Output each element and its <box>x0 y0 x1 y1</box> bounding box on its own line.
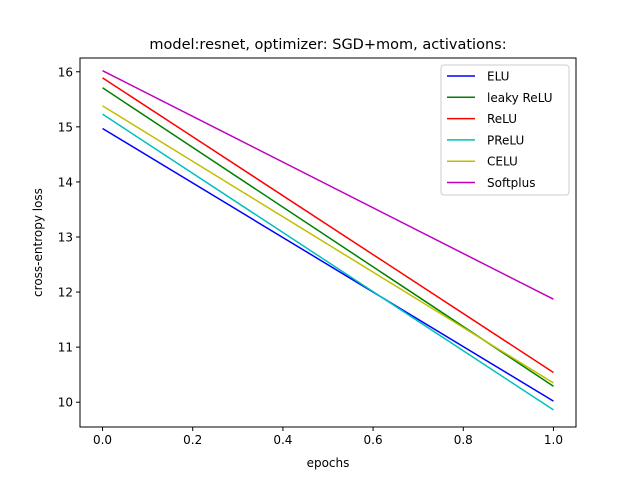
y-tick-label: 14 <box>58 175 73 189</box>
series-lines <box>102 70 554 411</box>
legend-label-celu: CELU <box>487 155 518 169</box>
y-axis: 10 11 12 13 14 15 16 <box>58 65 80 410</box>
series-line-softplus <box>102 70 554 300</box>
legend-label-softplus: Softplus <box>487 176 536 190</box>
x-axis: 0.0 0.2 0.4 0.6 0.8 1.0 <box>93 427 563 447</box>
x-tick-label: 0.8 <box>454 433 473 447</box>
legend-label-leaky-relu: leaky ReLU <box>487 91 553 105</box>
x-tick-label: 0.0 <box>93 433 112 447</box>
series-line-elu <box>102 127 554 402</box>
y-tick-label: 12 <box>58 286 73 300</box>
y-tick-label: 10 <box>58 396 73 410</box>
x-tick-label: 0.2 <box>183 433 202 447</box>
axes-frame <box>79 57 577 428</box>
series-line-celu <box>102 105 554 384</box>
x-tick-label: 1.0 <box>544 433 563 447</box>
legend-label-relu: ReLU <box>487 112 517 126</box>
x-tick-label: 0.4 <box>273 433 292 447</box>
legend: ELU leaky ReLU ReLU PReLU CELU Softplus <box>440 64 570 196</box>
y-tick-label: 11 <box>58 341 73 355</box>
chart-title: model:resnet, optimizer: SGD+mom, activa… <box>149 37 506 53</box>
y-tick-label: 16 <box>58 65 73 79</box>
legend-label-elu: ELU <box>487 70 509 84</box>
series-line-relu <box>102 77 554 374</box>
x-axis-label: epochs <box>307 456 350 470</box>
y-tick-label: 15 <box>58 120 73 134</box>
x-tick-label: 0.6 <box>364 433 383 447</box>
series-line-prelu <box>102 113 554 411</box>
y-tick-label: 13 <box>58 230 73 244</box>
legend-label-prelu: PReLU <box>487 133 524 147</box>
y-axis-label: cross-entropy loss <box>31 188 45 297</box>
